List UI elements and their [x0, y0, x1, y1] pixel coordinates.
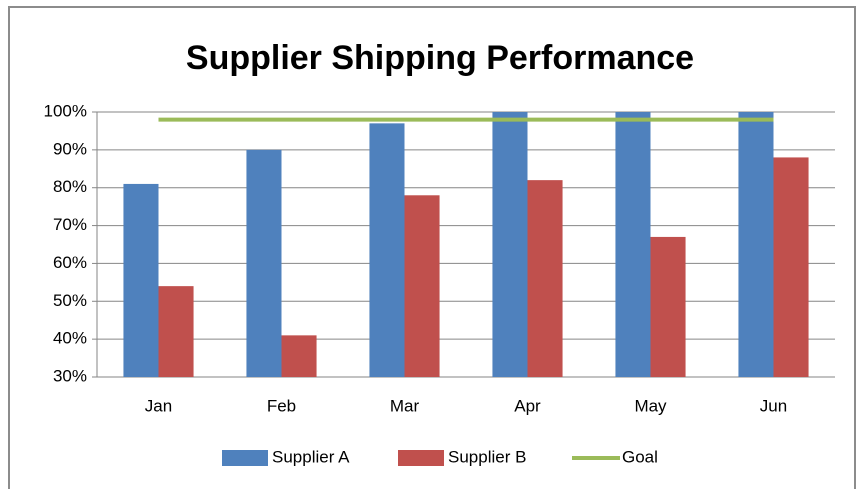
y-tick-label: 60% [53, 253, 87, 272]
legend-swatch [398, 450, 444, 466]
y-tick-label: 80% [53, 177, 87, 196]
bar [773, 157, 809, 377]
legend-swatch [222, 450, 268, 466]
x-tick-label: May [634, 396, 667, 415]
y-tick-label: 30% [53, 366, 87, 385]
x-tick-label: Apr [514, 396, 541, 415]
bar [492, 112, 528, 377]
bar [527, 180, 563, 377]
y-tick-label: 100% [44, 101, 87, 120]
x-tick-label: Jun [760, 396, 787, 415]
y-tick-label: 70% [53, 215, 87, 234]
bar [369, 123, 405, 377]
bar [738, 112, 774, 377]
legend-label: Goal [622, 447, 658, 466]
bar [158, 286, 194, 377]
legend-label: Supplier B [448, 447, 526, 466]
legend-label: Supplier A [272, 447, 350, 466]
bar [281, 335, 317, 377]
bar [404, 195, 440, 377]
y-tick-label: 90% [53, 139, 87, 158]
bar [650, 236, 686, 377]
y-tick-label: 40% [53, 329, 87, 348]
bar [123, 183, 159, 377]
bar [246, 149, 282, 377]
x-tick-label: Mar [390, 396, 420, 415]
y-tick-label: 50% [53, 291, 87, 310]
chart-title: Supplier Shipping Performance [186, 39, 694, 77]
x-tick-label: Jan [145, 396, 172, 415]
x-tick-label: Feb [267, 396, 296, 415]
bar [615, 112, 651, 377]
